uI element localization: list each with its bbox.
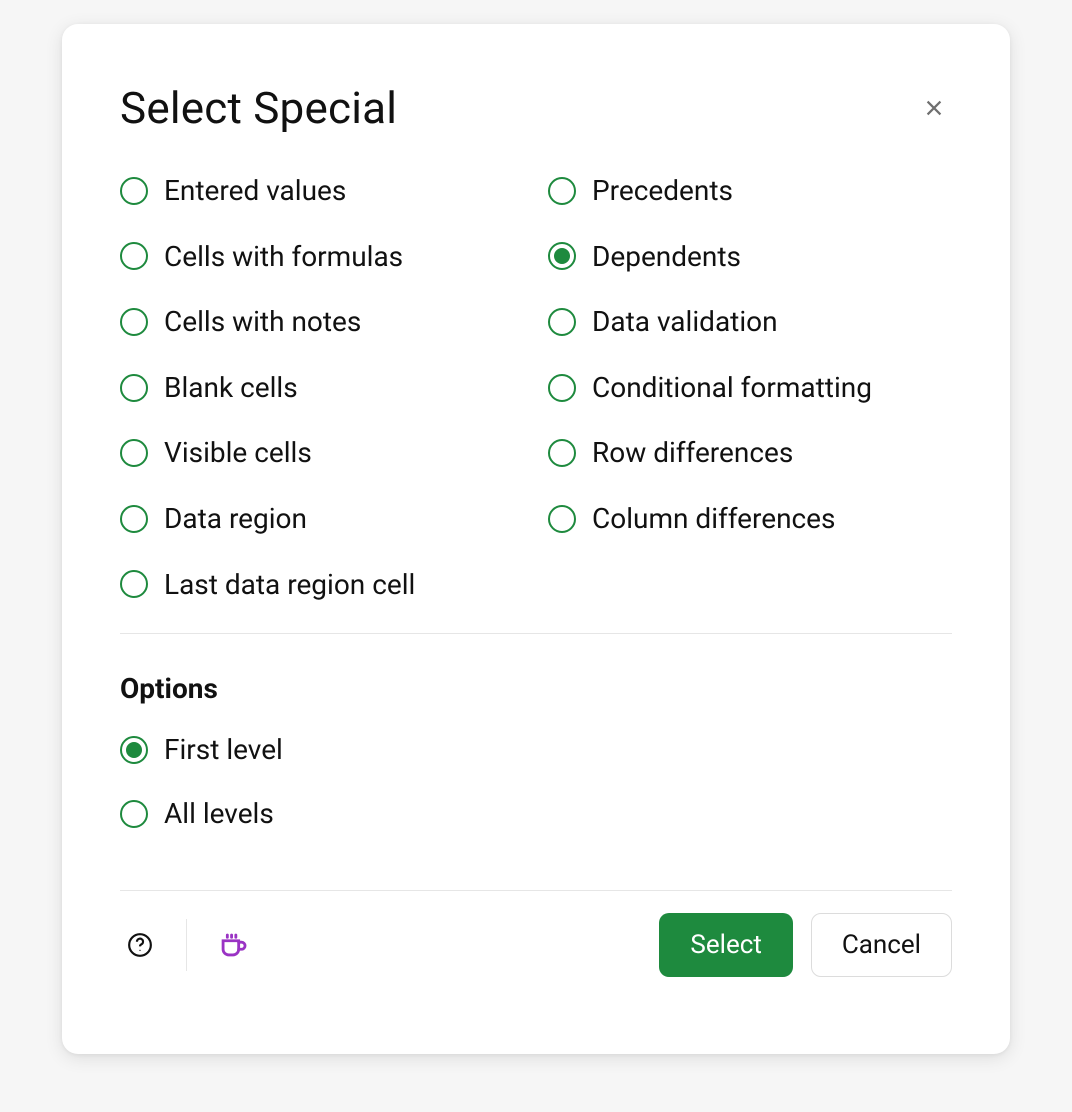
radio-icon (120, 505, 148, 533)
option-conditional-formatting[interactable]: Conditional formatting (548, 371, 952, 405)
radio-icon (120, 308, 148, 336)
sub-options-group: First level All levels (120, 733, 952, 830)
option-visible-cells[interactable]: Visible cells (120, 436, 524, 470)
option-label: Cells with notes (164, 305, 361, 339)
option-cells-with-formulas[interactable]: Cells with formulas (120, 240, 524, 274)
select-button[interactable]: Select (659, 913, 792, 977)
option-label: Visible cells (164, 436, 312, 470)
cancel-button[interactable]: Cancel (811, 913, 952, 977)
option-label: Entered values (164, 174, 346, 208)
option-label: Precedents (592, 174, 733, 208)
option-label: Column differences (592, 502, 835, 536)
radio-icon (548, 308, 576, 336)
option-label: All levels (164, 797, 274, 831)
radio-icon (548, 439, 576, 467)
option-precedents[interactable]: Precedents (548, 174, 952, 208)
radio-icon (120, 439, 148, 467)
option-dependents[interactable]: Dependents (548, 240, 952, 274)
option-first-level[interactable]: First level (120, 733, 952, 767)
option-label: Row differences (592, 436, 793, 470)
close-icon (923, 97, 945, 119)
option-row-differences[interactable]: Row differences (548, 436, 952, 470)
radio-icon (120, 374, 148, 402)
main-options-grid: Entered values Precedents Cells with for… (120, 174, 952, 601)
radio-icon (548, 374, 576, 402)
option-label: Last data region cell (164, 568, 415, 602)
option-all-levels[interactable]: All levels (120, 797, 952, 831)
option-cells-with-notes[interactable]: Cells with notes (120, 305, 524, 339)
help-icon (127, 932, 153, 958)
option-data-region[interactable]: Data region (120, 502, 524, 536)
option-label: Blank cells (164, 371, 298, 405)
radio-icon (548, 505, 576, 533)
dialog-title: Select Special (120, 82, 397, 134)
option-last-data-region-cell[interactable]: Last data region cell (120, 568, 524, 602)
option-blank-cells[interactable]: Blank cells (120, 371, 524, 405)
options-section-title: Options (120, 672, 952, 705)
radio-icon (120, 242, 148, 270)
divider (120, 633, 952, 634)
vertical-divider (186, 919, 187, 971)
radio-icon (120, 177, 148, 205)
radio-icon (120, 570, 148, 598)
option-data-validation[interactable]: Data validation (548, 305, 952, 339)
option-label: Data region (164, 502, 307, 536)
coffee-button[interactable] (213, 925, 253, 965)
option-label: Data validation (592, 305, 778, 339)
radio-icon (548, 242, 576, 270)
help-button[interactable] (120, 925, 160, 965)
radio-icon (120, 800, 148, 828)
option-label: First level (164, 733, 283, 767)
option-label: Dependents (592, 240, 741, 274)
select-special-dialog: Select Special Entered values Precedents… (62, 24, 1010, 1054)
option-label: Cells with formulas (164, 240, 403, 274)
option-entered-values[interactable]: Entered values (120, 174, 524, 208)
option-label: Conditional formatting (592, 371, 872, 405)
divider (120, 890, 952, 891)
close-button[interactable] (916, 90, 952, 126)
option-column-differences[interactable]: Column differences (548, 502, 952, 536)
coffee-icon (216, 928, 250, 962)
radio-icon (120, 736, 148, 764)
radio-icon (548, 177, 576, 205)
